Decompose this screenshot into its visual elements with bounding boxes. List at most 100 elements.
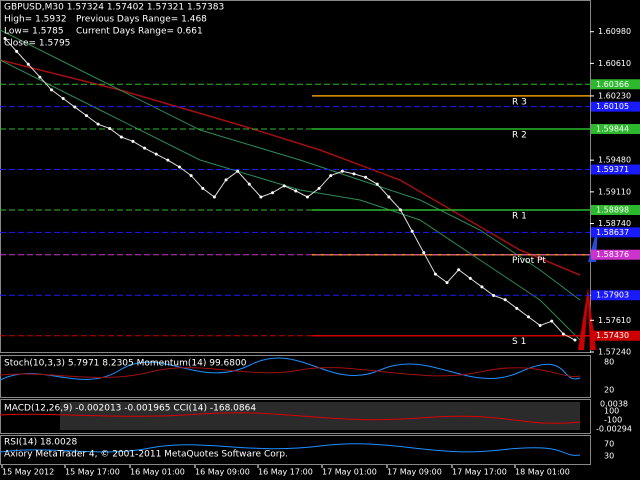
close-point bbox=[340, 169, 344, 173]
close-point bbox=[399, 208, 403, 212]
close-point bbox=[177, 165, 181, 169]
marker-box bbox=[591, 164, 640, 175]
time-label: 17 May 17:00 bbox=[452, 468, 507, 477]
low: Low= 1.5785 bbox=[4, 27, 64, 37]
close-point bbox=[212, 195, 216, 199]
time-label: 16 May 09:00 bbox=[195, 468, 250, 477]
close-point bbox=[317, 186, 321, 190]
close-point bbox=[550, 319, 554, 323]
axis-label: 100 bbox=[604, 407, 619, 416]
marker-label: 1.57903 bbox=[596, 291, 629, 300]
axis-label: 70 bbox=[604, 440, 614, 449]
close-point bbox=[15, 49, 19, 53]
close-point bbox=[387, 195, 391, 199]
close-point bbox=[515, 306, 519, 310]
macd-signal bbox=[0, 412, 581, 424]
marker-label: 1.60105 bbox=[596, 102, 629, 111]
close-point bbox=[3, 37, 7, 41]
price-label: 1.60610 bbox=[598, 59, 631, 68]
close-point bbox=[271, 191, 275, 195]
close-point bbox=[329, 174, 333, 178]
close-point bbox=[189, 174, 193, 178]
close-point bbox=[433, 272, 437, 276]
axis-label: 20 bbox=[604, 386, 614, 395]
close-point bbox=[108, 126, 112, 130]
close-point bbox=[166, 158, 170, 162]
stoch-label: Stoch(10,3,3) 5.7971 8.2305 Momentum(14)… bbox=[4, 359, 247, 369]
momentum-line bbox=[0, 367, 581, 378]
macd-label: MACD(12,26,9) -0.002013 -0.001965 CCI(14… bbox=[4, 404, 256, 414]
level-name: R 3 bbox=[512, 97, 527, 107]
high: High= 1.5932 bbox=[4, 15, 67, 25]
rsi-label: RSI(14) 18.0028 bbox=[4, 438, 77, 448]
close-point bbox=[143, 146, 147, 150]
close-point bbox=[119, 135, 123, 139]
symbol-info: GBPUSD,M30 1.57324 1.57402 1.57321 1.573… bbox=[4, 3, 224, 13]
marker-box bbox=[591, 79, 640, 90]
price-label: 1.58740 bbox=[598, 219, 631, 228]
time-label: 18 May 01:00 bbox=[515, 468, 570, 477]
time-label: 15 May 2012 bbox=[2, 468, 54, 477]
rsi-line bbox=[0, 443, 581, 456]
close-point bbox=[50, 88, 54, 92]
prev-range: Previous Days Range= 1.468 bbox=[76, 15, 207, 25]
price-label: 1.60230 bbox=[598, 91, 631, 100]
marker-label: 1.57430 bbox=[596, 331, 629, 340]
level-name: Pivot Pt bbox=[512, 256, 546, 266]
marker-box bbox=[591, 249, 640, 260]
close-point bbox=[282, 184, 286, 188]
marker-label: 1.58898 bbox=[596, 206, 629, 215]
close-point bbox=[84, 114, 88, 118]
moving-average bbox=[0, 59, 581, 276]
price-line bbox=[4, 38, 576, 341]
price-label: 1.59110 bbox=[598, 187, 631, 196]
close-point bbox=[573, 338, 577, 342]
stoch-frame bbox=[0, 355, 591, 398]
price-label: 1.57610 bbox=[598, 316, 631, 325]
time-label: 16 May 01:00 bbox=[130, 468, 185, 477]
close-point bbox=[247, 182, 251, 186]
marker-box bbox=[591, 227, 640, 238]
axis-label: 0.0038 bbox=[600, 400, 628, 409]
close-point bbox=[352, 172, 356, 176]
close-point bbox=[445, 281, 449, 285]
close-point bbox=[224, 178, 228, 182]
price-label: 1.59480 bbox=[598, 156, 631, 165]
level-name: R 2 bbox=[512, 130, 527, 140]
level-name: R 1 bbox=[512, 212, 527, 222]
close-point bbox=[457, 268, 461, 272]
close-point bbox=[73, 105, 77, 109]
close-point bbox=[259, 195, 263, 199]
close-point bbox=[364, 175, 368, 179]
time-label: 15 May 17:00 bbox=[65, 468, 120, 477]
close-point bbox=[26, 62, 30, 66]
axis-label: -0.00294 bbox=[596, 425, 632, 434]
close-point bbox=[154, 152, 158, 156]
level-name: S 1 bbox=[512, 337, 526, 347]
close-point bbox=[410, 229, 414, 233]
main-frame bbox=[0, 0, 591, 353]
band-upper bbox=[0, 29, 581, 301]
close-point bbox=[526, 315, 530, 319]
close-point bbox=[305, 195, 309, 199]
close-point bbox=[561, 332, 565, 336]
time-label: 16 May 17:00 bbox=[258, 468, 313, 477]
price-label: 1.57240 bbox=[598, 348, 631, 357]
marker-label: 1.60366 bbox=[596, 80, 629, 89]
marker-label: 1.59371 bbox=[596, 165, 629, 174]
curr-range: Current Days Range= 0.661 bbox=[76, 27, 203, 37]
marker-label: 1.58637 bbox=[596, 228, 629, 237]
axis-label: -100 bbox=[604, 416, 622, 425]
time-label: 17 May 01:00 bbox=[322, 468, 377, 477]
axis-label: 30 bbox=[604, 452, 614, 461]
close-point bbox=[201, 186, 205, 190]
marker-label: 1.58376 bbox=[596, 250, 629, 259]
axis-label: 80 bbox=[604, 358, 614, 367]
time-label: 17 May 09:00 bbox=[387, 468, 442, 477]
close-point bbox=[468, 276, 472, 280]
close-point bbox=[38, 75, 42, 79]
close-point bbox=[422, 251, 426, 255]
close-point bbox=[480, 285, 484, 289]
macd-frame bbox=[0, 399, 591, 434]
